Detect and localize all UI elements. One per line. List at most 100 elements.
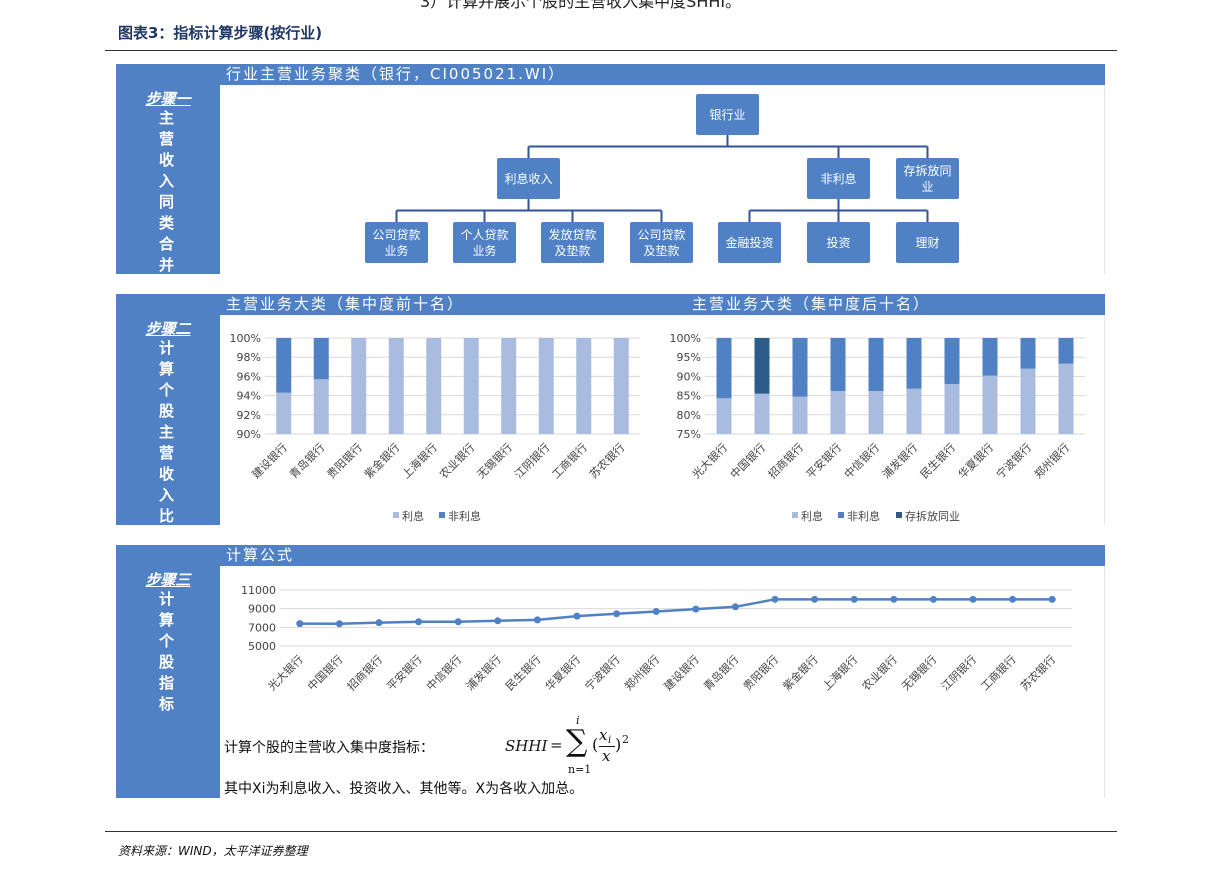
formula-eq: = [550,736,563,754]
tree-node: 存拆放同业 [896,158,959,199]
node-label: 非利息 [820,171,857,186]
step-title: 步骤二 [145,320,191,338]
tree-node: 发放贷款及垫款 [541,222,604,263]
tree-node: 利息收入 [497,158,560,199]
node-label: 发放贷款及垫款 [548,227,597,258]
bar-segment [1020,338,1036,369]
formula-intro: 计算个股的主营收入集中度指标： [224,740,434,756]
y-tick-label: 7000 [248,621,276,634]
x-tick-label: 无锡银行 [899,652,940,693]
legend-label: 利息 [801,509,823,523]
x-tick-label: 光大银行 [689,440,730,481]
x-tick-label: 建设银行 [249,440,290,481]
legend-swatch [439,512,445,518]
x-tick-label: 农业银行 [436,440,477,481]
bar-segment [944,384,960,434]
bar-segment [906,388,922,434]
bar-segment [538,338,554,434]
tree-node: 个人贷款业务 [453,222,516,263]
node-label: 理财 [915,235,940,250]
x-tick-label: 青岛银行 [701,652,742,693]
legend-swatch [792,512,798,518]
bar-segment [388,338,404,434]
formula-note: 其中Xi为利息收入、投资收入、其他等。X为各收入加总。 [224,781,584,797]
tree-node: 银行业 [696,94,759,135]
panel [220,294,1105,525]
x-tick-label: 青岛银行 [286,440,327,481]
y-tick-label: 100% [230,332,261,345]
point [850,595,858,603]
x-tick-label: 民生银行 [503,652,544,693]
heading-left: 主营业务大类（集中度前十名） [226,295,465,313]
point [454,618,462,626]
bar-segment [276,392,292,434]
x-tick-label: 紫金银行 [780,652,821,693]
step-text: 计算个股主营收入比例 [159,339,175,546]
panel [220,545,1105,798]
bar-segment [830,390,846,434]
y-tick-label: 98% [237,351,261,364]
bar-segment [501,338,517,434]
tree-node: 金融投资 [718,222,781,263]
x-tick-label: 上海银行 [819,652,860,693]
point [731,603,739,611]
x-tick-label: 上海银行 [399,440,440,481]
legend-swatch [838,512,844,518]
x-tick-label: 江阴银行 [938,652,979,693]
bar-segment [313,338,329,380]
y-tick-label: 100% [670,332,701,345]
point [494,617,502,625]
y-tick-label: 90% [237,428,261,441]
step-text: 主营收入同类合并 [159,109,175,274]
x-tick-label: 平安银行 [384,652,425,693]
bar-segment [313,379,329,434]
point [533,616,541,624]
y-tick-label: 11000 [241,584,276,597]
bar-segment [716,338,732,399]
x-tick-label: 中信银行 [423,652,464,693]
point [811,595,819,603]
line [299,598,1053,626]
bar-segment [792,338,808,397]
node-label: 公司贷款及垫款 [637,227,686,258]
step-column [116,64,220,274]
x-tick-label: 中国银行 [727,440,768,481]
x-tick-label: 民生银行 [917,440,958,481]
bar-segment [463,338,479,434]
fraction-bar [599,746,615,747]
source: 资料来源：WIND，太平洋证券整理 [118,844,308,858]
step-column [116,294,220,525]
formula-lower: n=1 [568,763,592,776]
formula-lhs: SHHI [505,737,548,755]
tree-node: 投资 [807,222,870,263]
x-tick-label: 苏农银行 [1017,652,1058,693]
bar-segment [982,338,998,376]
x-tick-label: 华夏银行 [955,440,996,481]
formula-upper: i [576,714,580,727]
step-column [116,545,220,798]
node-label: 银行业 [709,107,746,122]
point [613,610,621,618]
bar-segment [613,338,629,434]
tree-node: 理财 [896,222,959,263]
bar-segment [276,338,292,393]
bar-segment [868,390,884,434]
top-rule [105,50,1117,51]
y-tick-label: 9000 [248,603,276,616]
y-tick-label: 5000 [248,640,276,653]
y-tick-label: 75% [677,428,701,441]
point [929,595,937,603]
point [375,619,383,627]
step-heading: 行业主营业务聚类（银行，CI005021.WI） [220,64,1105,85]
legend-label: 非利息 [847,509,880,523]
point [335,620,343,628]
x-tick-label: 郑州银行 [621,652,662,693]
tree-node: 非利息 [807,158,870,199]
y-tick-label: 92% [237,409,261,422]
bar-segment [792,396,808,434]
formula-close: ) [615,735,622,754]
x-tick-label: 宁波银行 [582,652,623,693]
y-tick-label: 90% [677,370,701,383]
tree-node: 公司贷款及垫款 [630,222,693,263]
